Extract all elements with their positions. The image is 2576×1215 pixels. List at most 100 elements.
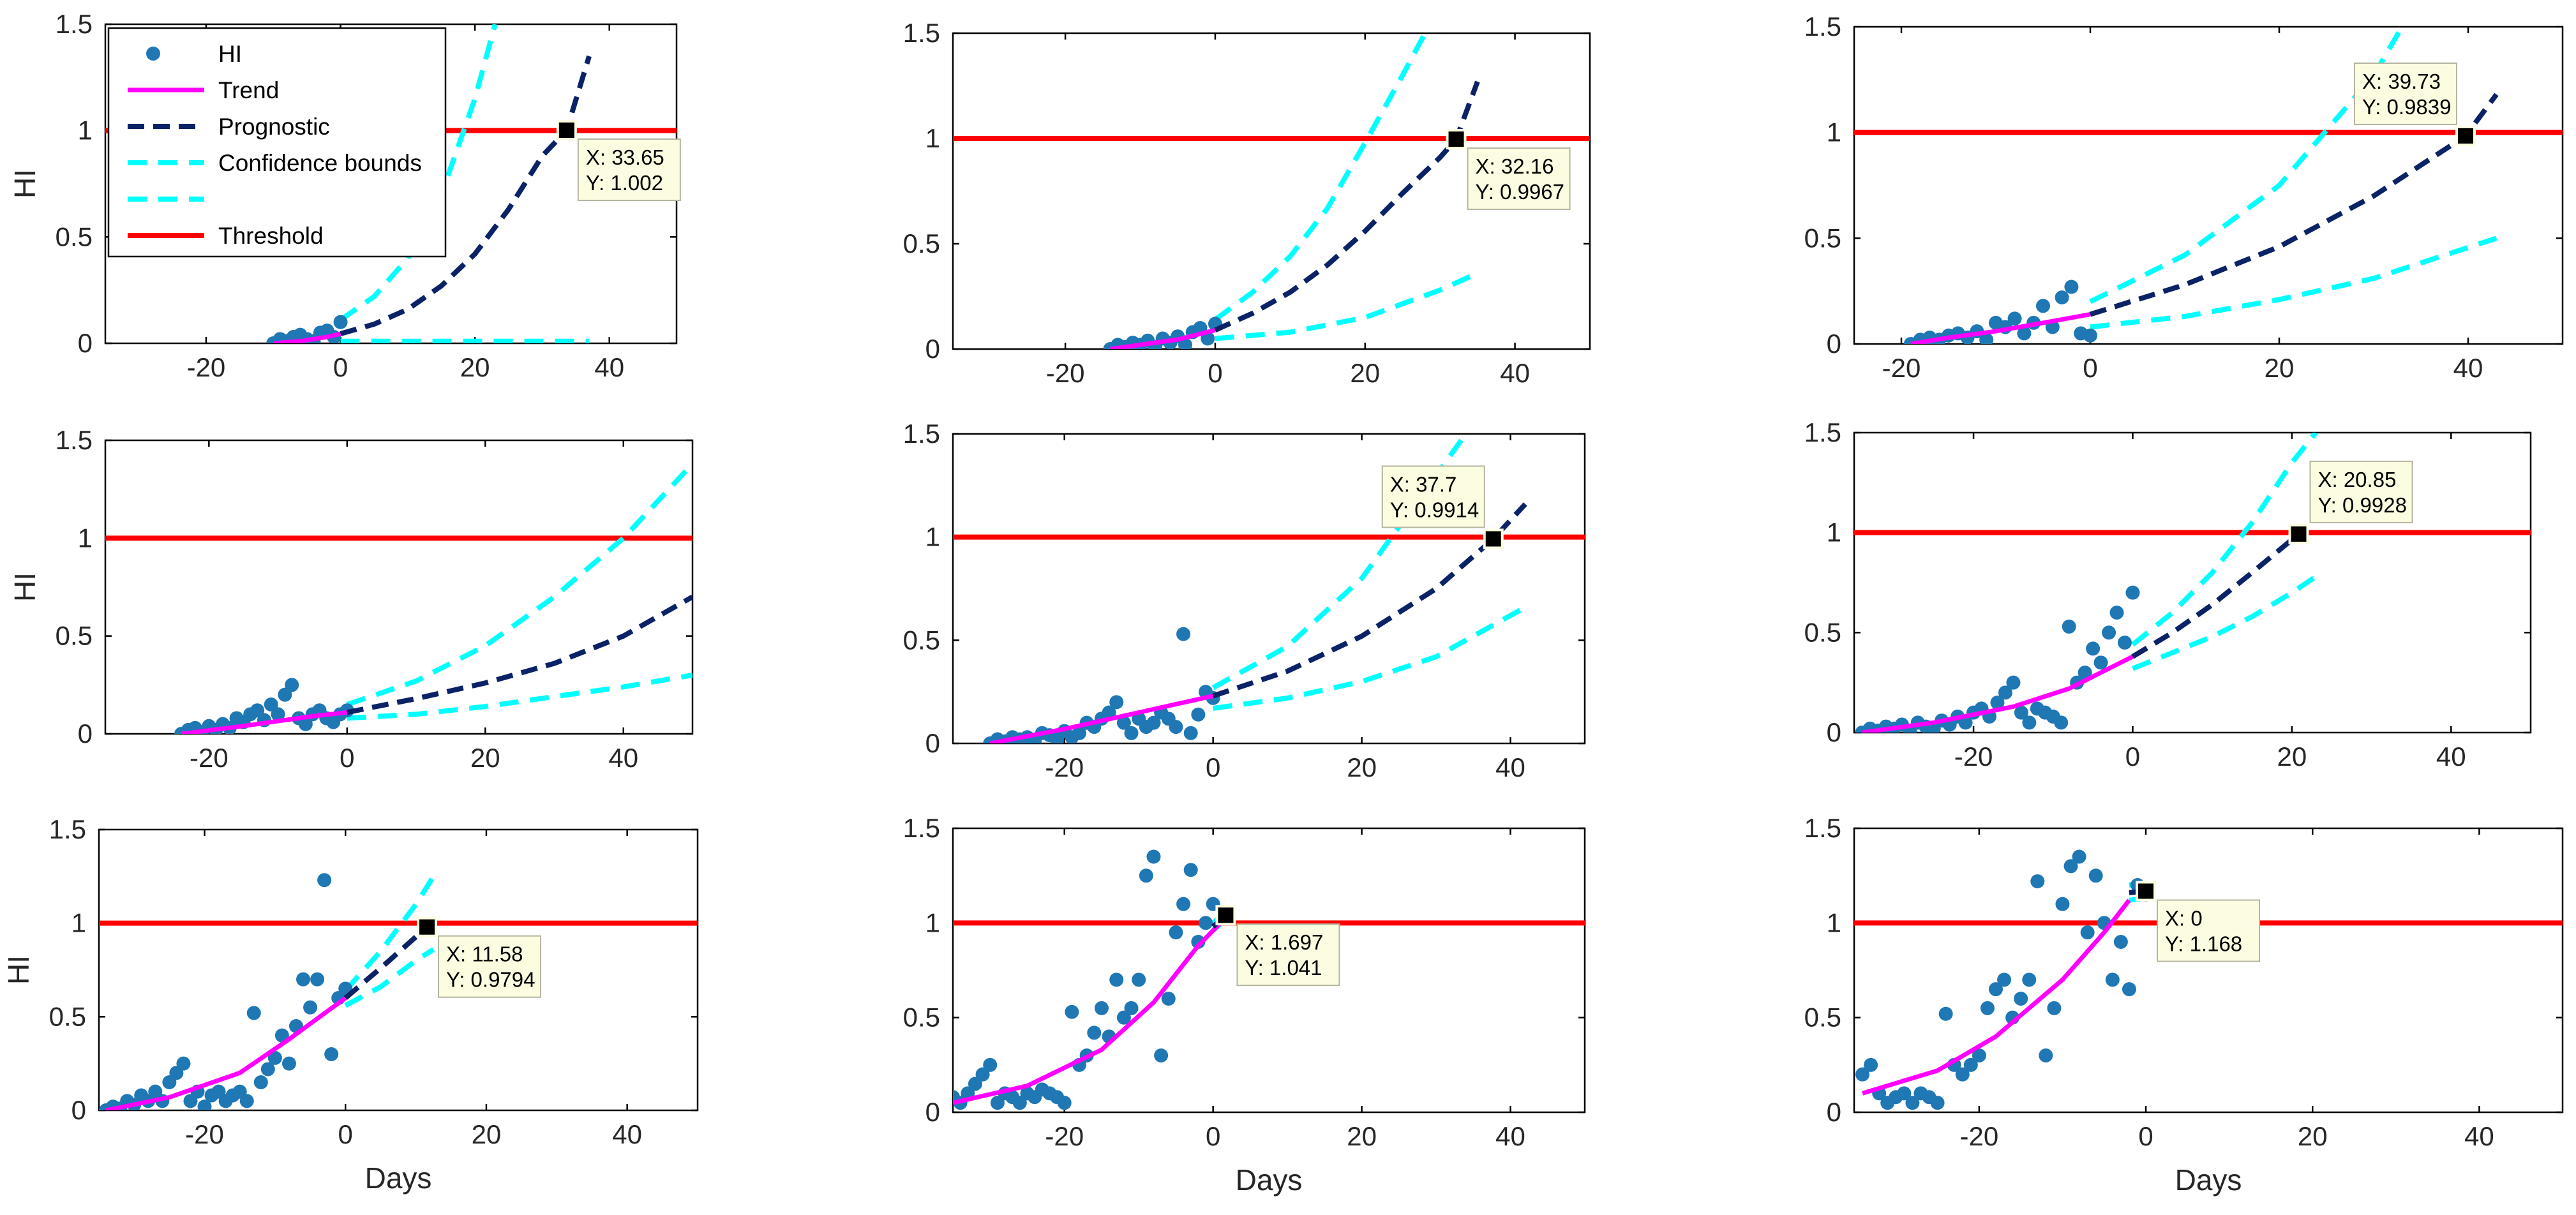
x-tick-label: 20 xyxy=(1350,358,1380,388)
x-axis-label: Days xyxy=(2175,1163,2242,1196)
legend-label: Threshold xyxy=(218,223,324,249)
datatip: X: 39.73Y: 0.9839 xyxy=(2354,63,2476,147)
datatip-box xyxy=(1381,465,1485,528)
y-tick-label: 1.5 xyxy=(49,814,86,844)
datatip-y: Y: 1.168 xyxy=(2165,932,2242,955)
hi-point xyxy=(197,1099,212,1110)
datatip-marker xyxy=(1446,129,1467,150)
hi-point xyxy=(968,1077,982,1091)
trend-line xyxy=(1862,898,2131,1096)
hi-point xyxy=(1997,973,2012,987)
x-tick-label: -20 xyxy=(1045,752,1084,782)
plot-area xyxy=(1854,433,2531,733)
datatip-marker xyxy=(417,916,438,937)
hi-point xyxy=(983,1057,998,1072)
x-tick-label: 20 xyxy=(1347,752,1377,782)
datatip: X: 11.58Y: 0.9794 xyxy=(417,916,542,998)
y-tick-label: 1.5 xyxy=(1804,417,1841,447)
hi-point xyxy=(246,1006,261,1020)
hi-point xyxy=(2083,328,2097,343)
hi-point xyxy=(1132,973,1146,987)
x-axis-label: Days xyxy=(1236,1163,1303,1196)
y-tick-label: 1.5 xyxy=(903,419,940,449)
hi-point xyxy=(1191,935,1206,949)
plot-area xyxy=(105,462,693,734)
datatip-marker xyxy=(2455,126,2476,147)
y-tick-label: 1.5 xyxy=(1804,813,1841,843)
y-tick-label: 0.5 xyxy=(49,1001,86,1031)
y-tick-label: 1 xyxy=(925,123,940,153)
hi-point xyxy=(1012,1096,1027,1110)
hi-point xyxy=(1109,695,1124,710)
hi-point xyxy=(2078,666,2092,680)
upper-confidence-bound xyxy=(1211,434,1468,690)
datatip: X: 32.16Y: 0.9967 xyxy=(1446,129,1571,211)
hi-point xyxy=(1864,1057,1878,1072)
hi-point xyxy=(1124,726,1139,740)
trend-line xyxy=(273,331,341,343)
hi-point xyxy=(1109,973,1124,987)
hi-point xyxy=(1938,1006,1953,1021)
subplot-5: -20 0 20 40 0 0.5 1 1.5 X: 37.7Y: 0.9914 xyxy=(903,419,1586,782)
datatip-box xyxy=(1467,147,1571,211)
hi-point xyxy=(1855,1067,1870,1082)
lower-confidence-bound xyxy=(2132,574,2318,671)
hi-point xyxy=(1146,849,1161,864)
subplot-4: -20 0 20 40 0 0.5 1 1.5 HI xyxy=(8,425,694,773)
legend-hi-marker xyxy=(146,47,160,61)
y-tick-label: 1 xyxy=(71,908,86,938)
x-tick-label: 0 xyxy=(1206,752,1220,782)
hi-point xyxy=(1102,705,1116,720)
hi-point xyxy=(1897,1086,1912,1101)
datatip-x: X: 37.7 xyxy=(1390,472,1457,496)
hi-point xyxy=(1124,1001,1139,1015)
subplot-7: -20 0 20 40 0 0.5 1 1.5 HI Days X: 11.58Y: 0.9794 xyxy=(2,814,699,1195)
plot-area xyxy=(1854,27,2563,344)
y-tick-label: 1.5 xyxy=(903,18,940,48)
hi-point xyxy=(1065,1004,1079,1019)
hi-point xyxy=(1955,1067,1970,1082)
x-tick-label: 20 xyxy=(2277,742,2307,771)
datatip-marker xyxy=(2288,523,2309,544)
x-tick-label: 40 xyxy=(2436,742,2466,771)
datatip-y: Y: 0.9914 xyxy=(1390,498,1479,521)
prognostic-line xyxy=(2131,532,2301,659)
hi-point xyxy=(1169,720,1183,734)
lower-confidence-bound xyxy=(1215,271,1479,341)
datatip: X: 37.7Y: 0.9914 xyxy=(1381,465,1504,549)
hi-point xyxy=(278,687,292,702)
x-tick-label: 0 xyxy=(333,352,348,382)
hi-point xyxy=(271,707,285,722)
axes-frame xyxy=(98,828,699,1112)
hi-point xyxy=(1094,1001,1109,1015)
hi-point xyxy=(250,703,265,718)
hi-point xyxy=(2102,625,2116,640)
hi-point xyxy=(253,1075,268,1089)
hi-point xyxy=(1139,868,1153,883)
hi-point xyxy=(1905,1096,1920,1110)
hi-point xyxy=(2007,311,2022,326)
plot-area xyxy=(99,873,698,1110)
x-tick-label: 20 xyxy=(2265,353,2295,383)
y-tick-label: 1 xyxy=(78,523,93,553)
hi-point xyxy=(1972,1048,1986,1062)
hi-point xyxy=(324,1047,339,1061)
x-tick-label: 40 xyxy=(2464,1121,2494,1151)
hi-point xyxy=(333,315,348,329)
hi-point xyxy=(310,972,325,987)
y-tick-label: 0.5 xyxy=(56,221,93,251)
y-tick-label: 1 xyxy=(925,522,940,552)
hi-point xyxy=(267,1050,282,1065)
hi-point xyxy=(2022,973,2037,987)
y-tick-label: 1.5 xyxy=(1804,11,1841,41)
y-tick-label: 0.5 xyxy=(903,625,940,655)
hi-point xyxy=(2105,973,2120,987)
x-tick-label: 40 xyxy=(1500,358,1530,388)
y-tick-label: 0.5 xyxy=(903,228,940,258)
upper-confidence-bound xyxy=(346,462,693,707)
hi-point xyxy=(2014,705,2028,720)
y-tick-label: 0.5 xyxy=(903,1003,940,1032)
x-tick-label: 40 xyxy=(608,743,638,773)
datatip-x: X: 20.85 xyxy=(2318,468,2396,491)
x-tick-label: -20 xyxy=(1046,358,1085,388)
